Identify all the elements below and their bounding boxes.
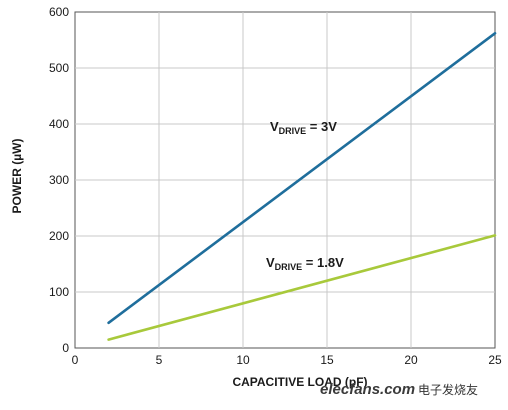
y-tick-label: 0 — [62, 341, 69, 355]
y-tick-label: 200 — [49, 229, 69, 243]
watermark: elecfans.com 电子发烧友 — [320, 381, 478, 398]
x-tick-label: 20 — [404, 353, 418, 367]
y-tick-label: 400 — [49, 117, 69, 131]
y-tick-label: 600 — [49, 5, 69, 19]
watermark-cn: 电子发烧友 — [418, 382, 478, 397]
x-tick-labels: 0 5 10 15 20 25 — [72, 353, 502, 367]
gridlines — [75, 12, 495, 348]
x-tick-label: 10 — [236, 353, 250, 367]
x-axis-title: CAPACITIVE LOAD (pF) — [232, 375, 367, 389]
series-line-1 — [107, 234, 497, 341]
series-line-0 — [107, 31, 497, 325]
y-axis-title: POWER (µW) — [10, 139, 24, 214]
x-tick-label: 0 — [72, 353, 79, 367]
y-tick-label: 500 — [49, 61, 69, 75]
y-tick-label: 300 — [49, 173, 69, 187]
x-tick-label: 25 — [488, 353, 502, 367]
x-tick-label: 5 — [156, 353, 163, 367]
x-tick-label: 15 — [320, 353, 334, 367]
annotation-vdrive-3v: VDRIVE = 3V — [270, 119, 337, 136]
y-tick-label: 100 — [49, 285, 69, 299]
series-lines — [107, 31, 497, 341]
y-tick-labels: 0 100 200 300 400 500 600 — [49, 5, 69, 355]
watermark-en: elecfans.com — [320, 381, 415, 398]
annotation-vdrive-1-8v: VDRIVE = 1.8V — [266, 255, 344, 272]
